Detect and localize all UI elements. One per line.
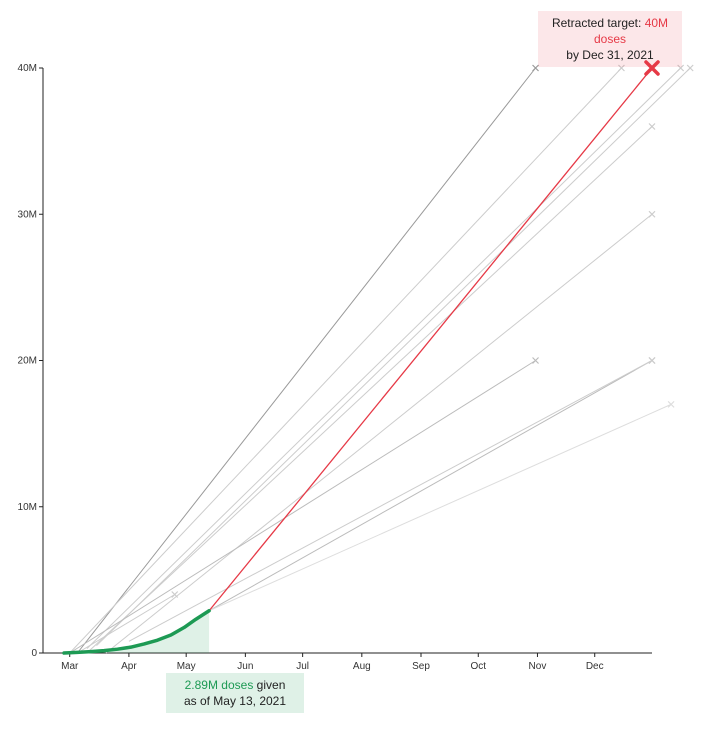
x-tick-label: May	[177, 661, 196, 672]
current-annotation-date: as of May 13, 2021	[183, 694, 287, 708]
x-tick-label: Aug	[353, 661, 371, 672]
projection-line	[208, 403, 672, 612]
past-projection-lines	[69, 64, 694, 654]
projection-end-marker	[532, 357, 539, 364]
y-tick-label: 10M	[18, 502, 37, 513]
x-tick-label: Jul	[296, 661, 309, 672]
projection-end-marker	[667, 400, 675, 408]
x-tick-label: Apr	[121, 661, 137, 672]
current-annotation-suffix: given	[253, 678, 286, 692]
projection-line	[77, 594, 175, 654]
target-annotation: Retracted target: 40M doses by Dec 31, 2…	[538, 11, 682, 67]
projection-end-marker	[648, 210, 656, 218]
projection-line	[128, 360, 653, 642]
projection-end-marker	[171, 591, 179, 598]
markers	[644, 60, 660, 76]
y-tick-label: 0	[31, 648, 37, 659]
doses-given-line	[62, 608, 211, 655]
projection-end-marker	[677, 64, 685, 72]
current-annotation-highlight: 2.89M doses	[184, 678, 254, 692]
projection-end-marker	[648, 357, 656, 364]
projection-end-marker	[648, 123, 656, 130]
x-tick-label: Sep	[412, 661, 430, 672]
target-annotation-prefix: Retracted target:	[551, 16, 645, 30]
retracted-target-line	[208, 67, 653, 612]
main-series	[62, 67, 653, 655]
projection-end-marker	[686, 64, 694, 72]
x-tick-label: Nov	[529, 661, 547, 672]
doses-given-area-fill	[64, 610, 210, 653]
projection-line	[69, 360, 536, 654]
projection-line	[105, 213, 653, 654]
target-annotation-date: by Dec 31, 2021	[566, 48, 654, 62]
projection-line	[76, 67, 536, 654]
y-tick-label: 30M	[18, 209, 37, 220]
projection-line	[96, 67, 691, 647]
doses-given-area	[64, 610, 210, 653]
target-x-marker	[644, 60, 660, 76]
y-axis: 0 10M 20M 30M 40M	[18, 63, 44, 659]
projection-line	[208, 360, 653, 612]
projection-line	[86, 126, 653, 654]
current-annotation: 2.89M doses given as of May 13, 2021	[166, 673, 304, 713]
x-tick-label: Jun	[237, 661, 253, 672]
y-tick-label: 40M	[18, 63, 37, 74]
projection-line	[69, 67, 622, 654]
x-tick-label: Dec	[586, 661, 604, 672]
x-axis: Mar Apr May Jun Jul Aug Sep Oct Nov Dec	[43, 652, 652, 672]
y-tick-label: 20M	[18, 356, 37, 367]
target-annotation-highlight: 40M doses	[593, 16, 669, 46]
x-tick-label: Oct	[470, 661, 486, 672]
x-tick-label: Mar	[61, 661, 79, 672]
projection-line	[86, 67, 681, 649]
projection-end-marker	[618, 64, 625, 72]
projection-end-marker	[532, 64, 539, 72]
